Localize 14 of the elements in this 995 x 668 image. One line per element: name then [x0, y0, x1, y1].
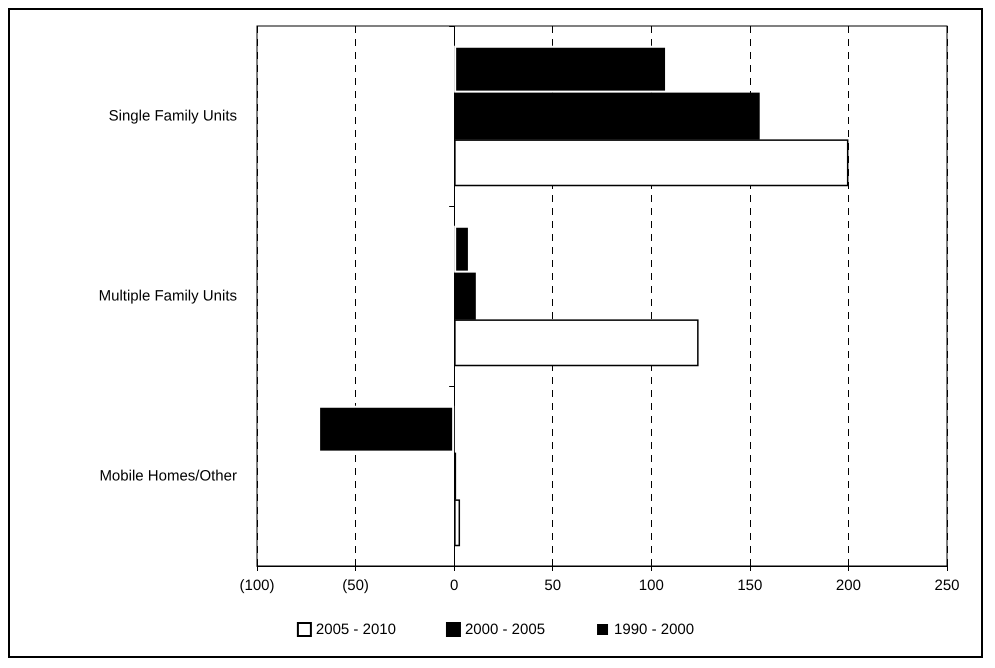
x-tick-label: 200 — [836, 577, 861, 594]
x-tick-label: 250 — [934, 577, 960, 594]
y-tick-label: Mobile Homes/Other — [99, 468, 237, 484]
legend-label: 2005 - 2010 — [316, 621, 396, 638]
legend-label: 1990 - 2000 — [614, 621, 694, 638]
y-tick-label: Multiple Family Units — [98, 288, 237, 304]
legend-label: 2000 - 2005 — [464, 621, 546, 638]
x-tick-label: 50 — [544, 577, 562, 594]
x-tick-label: 0 — [450, 577, 458, 594]
x-tick-label: 150 — [737, 577, 762, 594]
y-tick-label: Single Family Units — [108, 108, 237, 124]
x-tick-label: 100 — [638, 577, 664, 594]
x-tick-label: (50) — [342, 577, 369, 594]
x-tick-label: (100) — [239, 577, 275, 594]
